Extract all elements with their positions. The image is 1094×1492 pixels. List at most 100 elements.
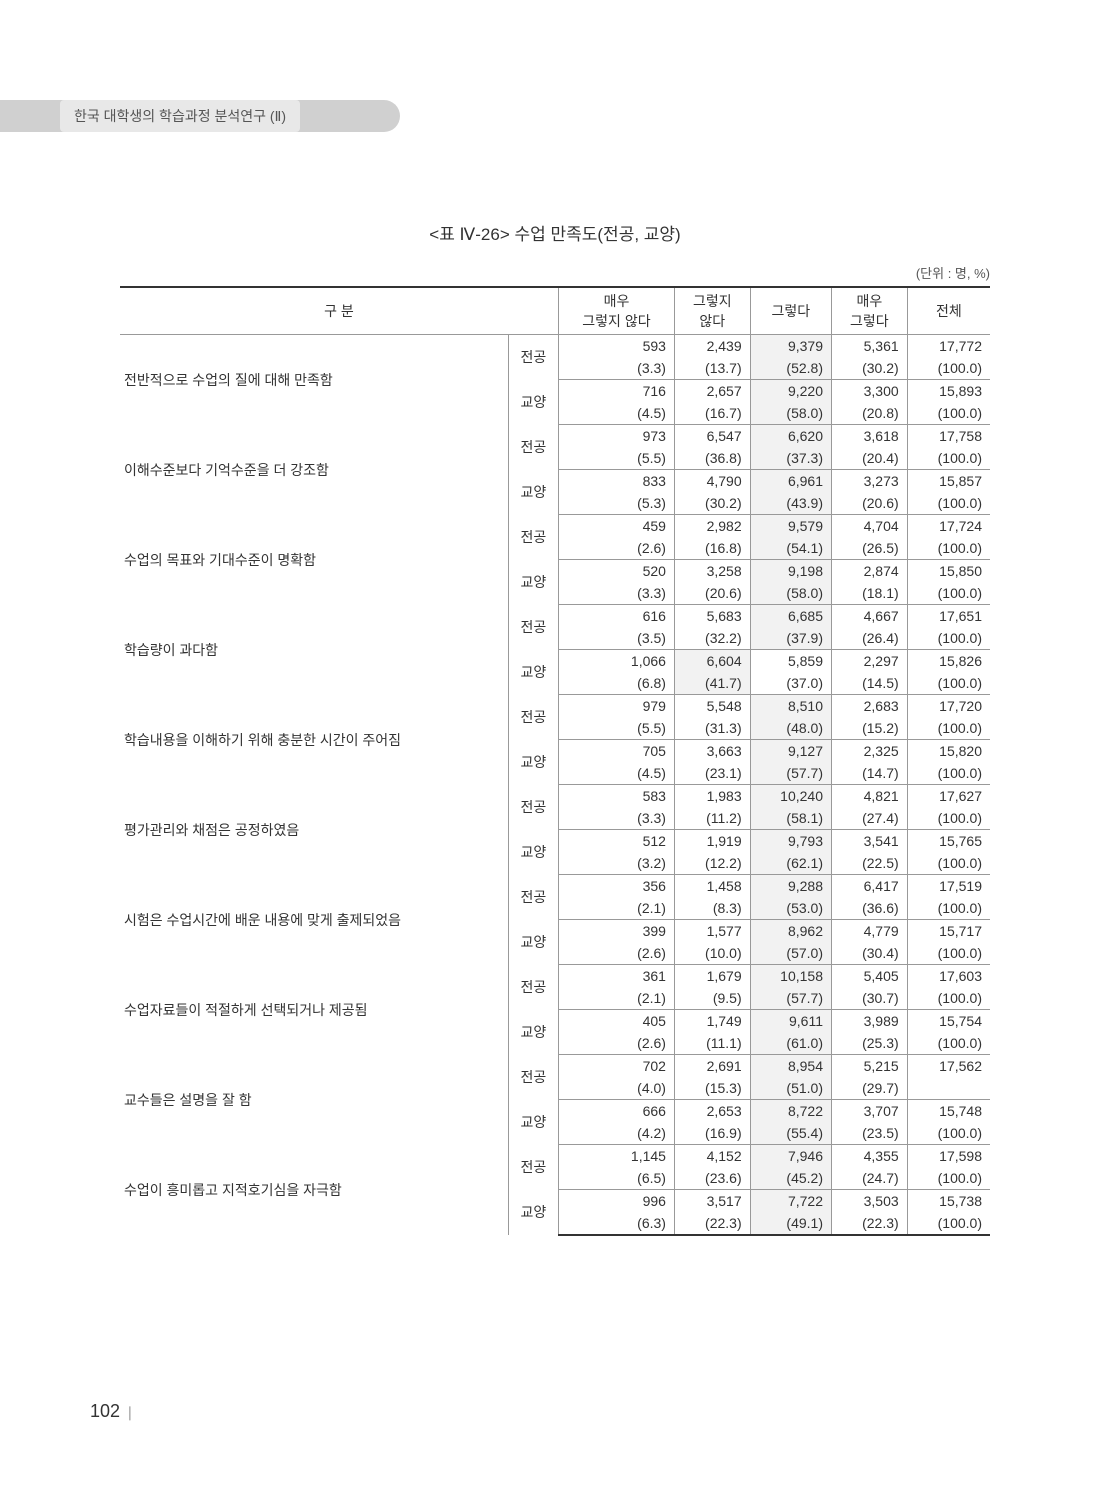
cell-value: 8,510 (750, 695, 831, 718)
cell-pct: (30.2) (832, 357, 908, 380)
cell-value: 9,288 (750, 875, 831, 898)
cell-pct: (18.1) (832, 582, 908, 605)
cell-value: 6,685 (750, 605, 831, 628)
cell-value: 6,620 (750, 425, 831, 448)
cell-pct: (49.1) (750, 1212, 831, 1235)
cell-pct: (5.5) (558, 447, 674, 470)
cell-pct: (100.0) (907, 357, 990, 380)
cell-pct: (6.3) (558, 1212, 674, 1235)
cell-pct: (100.0) (907, 402, 990, 425)
col-1: 매우그렇지 않다 (558, 287, 674, 335)
cell-value: 8,962 (750, 920, 831, 943)
cell-value: 7,722 (750, 1190, 831, 1213)
cell-pct: (2.6) (558, 537, 674, 560)
cell-pct: (100.0) (907, 672, 990, 695)
cell-pct: (29.7) (832, 1077, 908, 1100)
sub-liberal: 교양 (508, 560, 558, 605)
cell-pct: (100.0) (907, 447, 990, 470)
row-label: 학습량이 과다함 (120, 605, 508, 695)
content-area: <표 Ⅳ-26> 수업 만족도(전공, 교양) (단위 : 명, %) 구 분 … (120, 220, 990, 1236)
cell-value: 3,503 (832, 1190, 908, 1213)
cell-value: 9,379 (750, 335, 831, 358)
cell-value: 3,989 (832, 1010, 908, 1033)
cell-value: 5,683 (674, 605, 750, 628)
cell-value: 520 (558, 560, 674, 583)
cell-value: 833 (558, 470, 674, 493)
cell-pct (907, 1077, 990, 1100)
cell-value: 2,653 (674, 1100, 750, 1123)
cell-pct: (51.0) (750, 1077, 831, 1100)
cell-value: 4,667 (832, 605, 908, 628)
sub-liberal: 교양 (508, 470, 558, 515)
cell-value: 4,152 (674, 1145, 750, 1168)
cell-value: 7,946 (750, 1145, 831, 1168)
cell-value: 17,758 (907, 425, 990, 448)
cell-value: 15,893 (907, 380, 990, 403)
cell-value: 4,779 (832, 920, 908, 943)
sub-liberal: 교양 (508, 920, 558, 965)
cell-value: 5,361 (832, 335, 908, 358)
data-table: 구 분 매우그렇지 않다 그렇지않다 그렇다 매우그렇다 전체 전반적으로 수업… (120, 286, 990, 1236)
cell-value: 3,663 (674, 740, 750, 763)
cell-pct: (3.3) (558, 807, 674, 830)
col-5: 전체 (907, 287, 990, 335)
cell-value: 17,627 (907, 785, 990, 808)
cell-value: 1,458 (674, 875, 750, 898)
cell-pct: (100.0) (907, 1212, 990, 1235)
sub-liberal: 교양 (508, 740, 558, 785)
cell-pct: (6.5) (558, 1167, 674, 1190)
cell-pct: (36.8) (674, 447, 750, 470)
cell-pct: (4.5) (558, 762, 674, 785)
cell-pct: (20.8) (832, 402, 908, 425)
sub-major: 전공 (508, 335, 558, 380)
cell-value: 9,611 (750, 1010, 831, 1033)
cell-value: 15,820 (907, 740, 990, 763)
cell-pct: (2.6) (558, 1032, 674, 1055)
cell-pct: (30.4) (832, 942, 908, 965)
cell-pct: (100.0) (907, 1167, 990, 1190)
cell-value: 3,707 (832, 1100, 908, 1123)
cell-pct: (5.3) (558, 492, 674, 515)
cell-pct: (100.0) (907, 852, 990, 875)
cell-value: 6,547 (674, 425, 750, 448)
cell-pct: (15.3) (674, 1077, 750, 1100)
cell-value: 10,240 (750, 785, 831, 808)
cell-value: 6,417 (832, 875, 908, 898)
row-label: 수업의 목표와 기대수준이 명확함 (120, 515, 508, 605)
cell-pct: (57.7) (750, 987, 831, 1010)
cell-value: 2,874 (832, 560, 908, 583)
cell-value: 4,704 (832, 515, 908, 538)
cell-value: 15,717 (907, 920, 990, 943)
row-label: 학습내용을 이해하기 위해 충분한 시간이 주어짐 (120, 695, 508, 785)
cell-value: 1,679 (674, 965, 750, 988)
cell-value: 10,158 (750, 965, 831, 988)
cell-pct: (9.5) (674, 987, 750, 1010)
header-tab: 한국 대학생의 학습과정 분석연구 (Ⅱ) (60, 100, 300, 132)
sub-liberal: 교양 (508, 380, 558, 425)
cell-pct: (20.6) (674, 582, 750, 605)
cell-pct: (24.7) (832, 1167, 908, 1190)
sub-major: 전공 (508, 965, 558, 1010)
cell-value: 2,683 (832, 695, 908, 718)
cell-value: 2,297 (832, 650, 908, 673)
cell-pct: (12.2) (674, 852, 750, 875)
sub-liberal: 교양 (508, 1100, 558, 1145)
sub-major: 전공 (508, 425, 558, 470)
cell-value: 2,657 (674, 380, 750, 403)
cell-value: 616 (558, 605, 674, 628)
cell-value: 399 (558, 920, 674, 943)
cell-value: 1,919 (674, 830, 750, 853)
row-label: 교수들은 설명을 잘 함 (120, 1055, 508, 1145)
cell-value: 17,519 (907, 875, 990, 898)
cell-value: 15,857 (907, 470, 990, 493)
page-number: 102❘ (90, 1401, 136, 1422)
cell-pct: (52.8) (750, 357, 831, 380)
cell-pct: (15.2) (832, 717, 908, 740)
cell-pct: (54.1) (750, 537, 831, 560)
cell-value: 15,850 (907, 560, 990, 583)
cell-pct: (32.2) (674, 627, 750, 650)
cell-value: 15,754 (907, 1010, 990, 1033)
cell-pct: (2.1) (558, 987, 674, 1010)
cell-value: 5,548 (674, 695, 750, 718)
cell-value: 9,198 (750, 560, 831, 583)
